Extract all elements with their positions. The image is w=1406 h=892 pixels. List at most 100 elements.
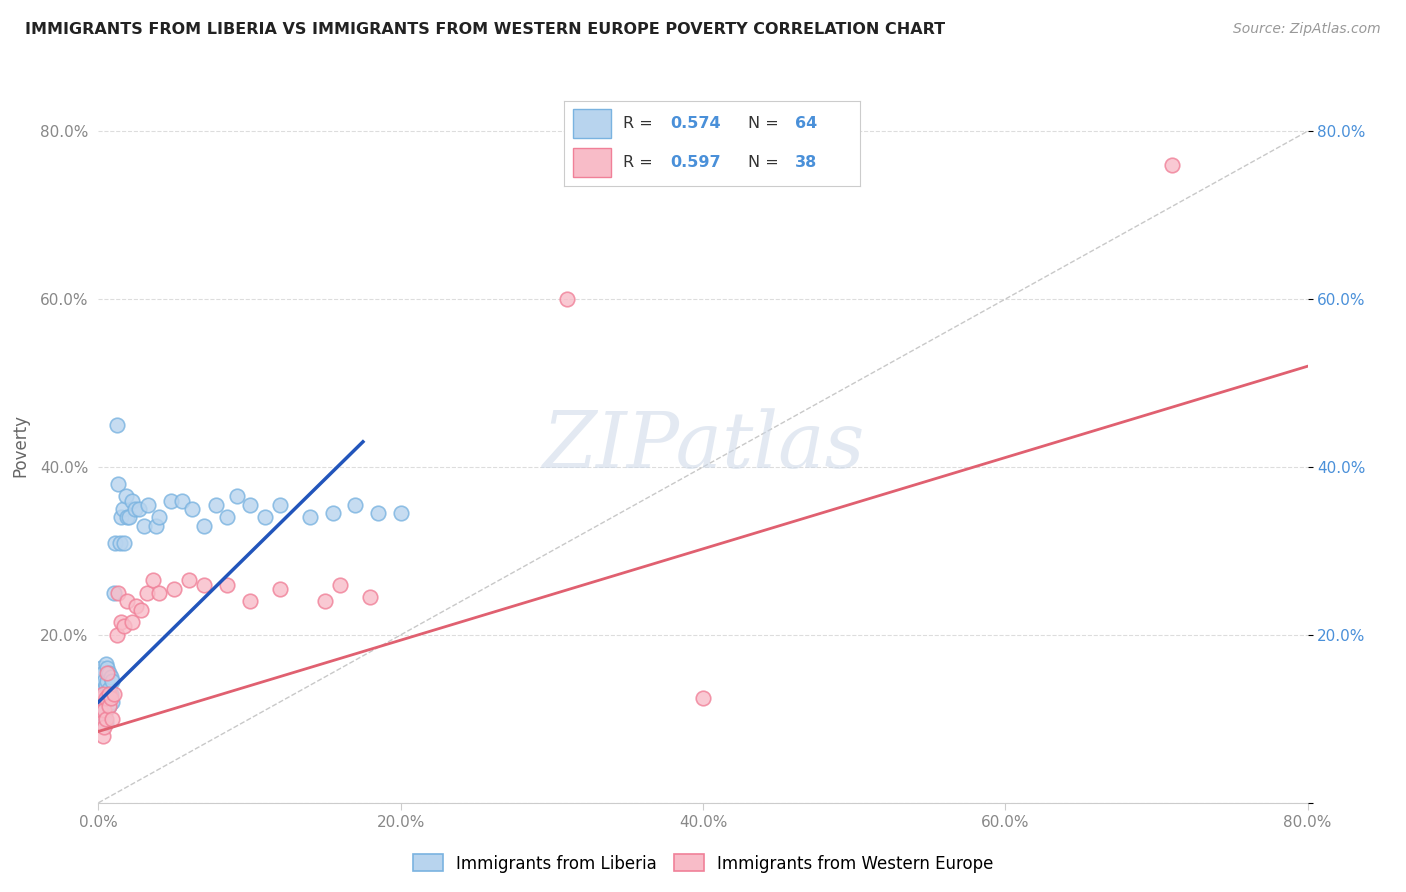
Point [115, 510, 138, 524]
Point [253, 510, 276, 524]
Point [93, 703, 115, 717]
Point [94, 695, 117, 709]
Point [128, 502, 150, 516]
Point [145, 518, 167, 533]
Point [193, 518, 215, 533]
Point [90, 661, 112, 675]
Point [107, 476, 129, 491]
Point [90, 703, 112, 717]
Point [89, 703, 111, 717]
Point [91, 712, 114, 726]
Point [104, 535, 127, 549]
Point [389, 506, 412, 520]
Point [121, 615, 143, 630]
Text: Source: ZipAtlas.com: Source: ZipAtlas.com [1233, 22, 1381, 37]
Point [91, 695, 114, 709]
Point [96, 665, 118, 680]
Point [239, 594, 262, 608]
Point [93, 690, 115, 705]
Point [105, 628, 128, 642]
Point [91, 687, 114, 701]
Point [148, 586, 170, 600]
Point [215, 510, 238, 524]
Point [103, 687, 125, 701]
Point [90, 716, 112, 731]
Point [129, 603, 152, 617]
Point [367, 506, 389, 520]
Point [110, 510, 132, 524]
Point [193, 577, 215, 591]
Point [118, 510, 141, 524]
Point [160, 493, 183, 508]
Point [101, 695, 124, 709]
Point [135, 586, 157, 600]
Point [226, 489, 249, 503]
Point [112, 619, 135, 633]
Point [94, 712, 117, 726]
Point [101, 712, 124, 726]
Point [94, 657, 117, 672]
Point [555, 292, 578, 306]
Point [93, 720, 115, 734]
Point [98, 699, 121, 714]
Text: IMMIGRANTS FROM LIBERIA VS IMMIGRANTS FROM WESTERN EUROPE POVERTY CORRELATION CH: IMMIGRANTS FROM LIBERIA VS IMMIGRANTS FR… [25, 22, 945, 37]
Point [93, 674, 115, 689]
Point [100, 670, 122, 684]
Legend: Immigrants from Liberia, Immigrants from Western Europe: Immigrants from Liberia, Immigrants from… [406, 847, 1000, 880]
Point [136, 498, 159, 512]
Point [344, 498, 367, 512]
Point [94, 703, 117, 717]
Point [94, 678, 117, 692]
Point [148, 510, 170, 524]
Point [181, 502, 204, 516]
Point [107, 586, 129, 600]
Point [329, 577, 352, 591]
Point [96, 690, 118, 705]
Point [100, 687, 122, 701]
Point [115, 594, 138, 608]
Point [89, 716, 111, 731]
Point [112, 535, 135, 549]
Point [94, 690, 117, 705]
Point [101, 674, 124, 689]
Point [360, 590, 382, 604]
Point [132, 518, 155, 533]
Point [93, 707, 115, 722]
Point [163, 582, 186, 596]
Point [105, 417, 128, 432]
Point [269, 498, 291, 512]
Point [96, 674, 118, 689]
Point [124, 502, 146, 516]
Point [121, 493, 143, 508]
Point [108, 535, 131, 549]
Point [91, 729, 114, 743]
Point [96, 661, 118, 675]
Point [90, 687, 112, 701]
Point [98, 682, 121, 697]
Point [179, 574, 201, 588]
Y-axis label: Poverty: Poverty [11, 415, 30, 477]
Text: ZIPatlas: ZIPatlas [541, 408, 865, 484]
Point [110, 615, 132, 630]
Point [269, 582, 291, 596]
Point [322, 506, 344, 520]
Point [142, 574, 165, 588]
Point [299, 510, 322, 524]
Point [1160, 158, 1182, 172]
Point [314, 594, 336, 608]
Point [111, 502, 134, 516]
Point [91, 712, 114, 726]
Point [100, 690, 122, 705]
Point [91, 665, 114, 680]
Point [125, 599, 148, 613]
Point [205, 498, 228, 512]
Point [91, 699, 114, 714]
Point [90, 690, 112, 705]
Point [98, 699, 121, 714]
Point [94, 716, 117, 731]
Point [170, 493, 193, 508]
Point [114, 489, 136, 503]
Point [103, 586, 125, 600]
Point [215, 577, 238, 591]
Point [692, 690, 714, 705]
